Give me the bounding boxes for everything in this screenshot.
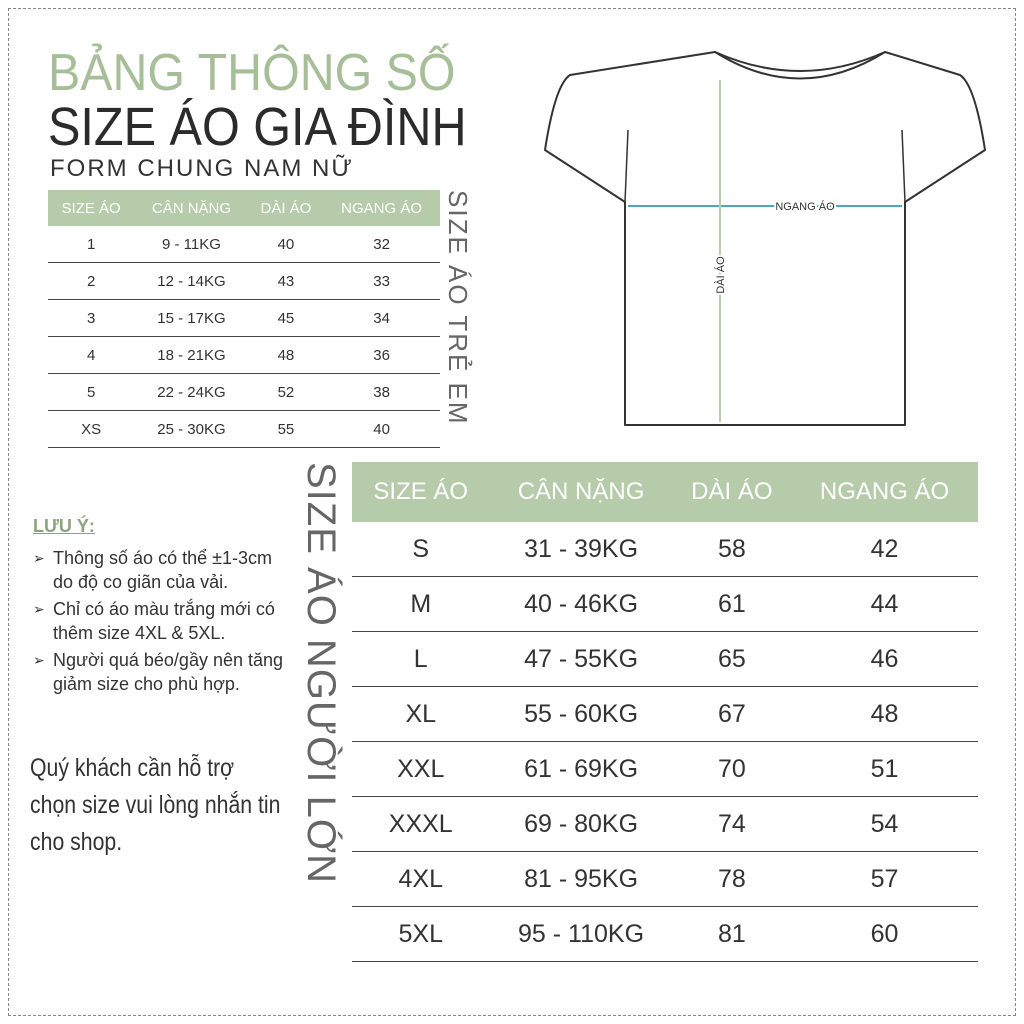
table-row: S 31 - 39KG 58 42 (352, 522, 978, 577)
title-line2: SIZE ÁO GIA ĐÌNH (48, 97, 467, 157)
adult-header-weight: CÂN NẶNG (489, 462, 673, 522)
table-row: 4 18 - 21KG 48 36 (48, 336, 440, 374)
adult-header-length: DÀI ÁO (672, 462, 792, 522)
title-line3: FORM CHUNG NAM NỮ (50, 155, 354, 182)
table-cell: 55 (248, 410, 324, 448)
table-cell: 9 - 11KG (134, 226, 249, 263)
table-cell: 81 - 95KG (489, 851, 673, 907)
table-row: XXXL 69 - 80KG 74 54 (352, 796, 978, 852)
table-row: 5XL 95 - 110KG 81 60 (352, 906, 978, 962)
contact-message: Quý khách cần hỗ trợ chọn size vui lòng … (30, 754, 281, 856)
table-cell: 61 (672, 576, 792, 632)
table-row: 4XL 81 - 95KG 78 57 (352, 851, 978, 907)
kids-header-size: SIZE ÁO (48, 190, 135, 226)
table-cell: 61 - 69KG (489, 741, 673, 797)
table-cell: 40 (248, 226, 324, 263)
table-cell: 47 - 55KG (489, 631, 673, 687)
table-row: XS 25 - 30KG 55 40 (48, 410, 440, 448)
table-row: 2 12 - 14KG 43 33 (48, 262, 440, 300)
adult-header-width: NGANG ÁO (791, 462, 978, 522)
length-label: DÀI ÁO (714, 256, 727, 294)
table-cell: 65 (672, 631, 792, 687)
table-row: 5 22 - 24KG 52 38 (48, 373, 440, 411)
note-item: ➢ Chỉ có áo màu trắng mới có thêm size 4X… (33, 599, 275, 643)
table-cell: 38 (323, 373, 440, 411)
table-cell: XXXL (352, 796, 490, 852)
width-label: NGANG ÁO (775, 200, 835, 213)
table-cell: S (352, 522, 490, 577)
table-cell: 25 - 30KG (134, 410, 249, 448)
table-cell: 36 (323, 336, 440, 374)
table-cell: 22 - 24KG (134, 373, 249, 411)
table-cell: 40 - 46KG (489, 576, 673, 632)
tshirt-outline (544, 51, 986, 426)
table-cell: 69 - 80KG (489, 796, 673, 852)
notes-list: ➢ Thông số áo có thể ±1-3cm do độ co giãn… (33, 546, 288, 699)
note-item: ➢ Thông số áo có thể ±1-3cm do độ co giãn… (33, 548, 272, 592)
table-cell: XS (48, 410, 135, 448)
table-row: 3 15 - 17KG 45 34 (48, 299, 440, 337)
kids-header-width: NGANG ÁO (323, 190, 440, 226)
table-cell: 70 (672, 741, 792, 797)
arrow-bullet-icon: ➢ (33, 652, 45, 668)
adult-side-label: SIZE ÁO NGƯỜI LỚN (299, 462, 343, 885)
table-cell: 42 (791, 522, 978, 577)
table-cell: 4XL (352, 851, 490, 907)
title-line1: BẢNG THÔNG SỐ (48, 44, 456, 102)
table-cell: 51 (791, 741, 978, 797)
page-border (8, 8, 1016, 1016)
table-cell: 34 (323, 299, 440, 337)
table-cell: 60 (791, 906, 978, 962)
table-cell: 3 (48, 299, 135, 337)
table-cell: 5XL (352, 906, 490, 962)
adult-header-size: SIZE ÁO (352, 462, 490, 522)
kids-side-label: SIZE ÁO TRẺ EM (443, 190, 473, 426)
table-cell: XL (352, 686, 490, 742)
table-cell: 4 (48, 336, 135, 374)
table-cell: 74 (672, 796, 792, 852)
notes-title: LƯU Ý: (33, 516, 95, 536)
table-cell: 55 - 60KG (489, 686, 673, 742)
table-row: L 47 - 55KG 65 46 (352, 631, 978, 687)
kids-header-length: DÀI ÁO (248, 190, 324, 226)
arrow-bullet-icon: ➢ (33, 550, 45, 566)
table-row: XXL 61 - 69KG 70 51 (352, 741, 978, 797)
tshirt-diagram: NGANG ÁO DÀI ÁO (544, 51, 986, 426)
table-cell: 2 (48, 262, 135, 300)
table-cell: 40 (323, 410, 440, 448)
table-cell: 12 - 14KG (134, 262, 249, 300)
note-item: ➢ Người quá béo/gầy nên tăng giảm size ch… (33, 650, 284, 694)
table-cell: L (352, 631, 490, 687)
table-cell: 15 - 17KG (134, 299, 249, 337)
table-cell: XXL (352, 741, 490, 797)
table-cell: 81 (672, 906, 792, 962)
adult-size-table: SIZE ÁO CÂN NẶNG DÀI ÁO NGANG ÁO S 31 - 3… (352, 462, 978, 962)
table-row: M 40 - 46KG 61 44 (352, 576, 978, 632)
table-cell: 78 (672, 851, 792, 907)
table-cell: 95 - 110KG (489, 906, 673, 962)
table-cell: 67 (672, 686, 792, 742)
table-cell: 43 (248, 262, 324, 300)
table-cell: 45 (248, 299, 324, 337)
table-cell: 5 (48, 373, 135, 411)
table-row: XL 55 - 60KG 67 48 (352, 686, 978, 742)
table-cell: M (352, 576, 490, 632)
table-cell: 18 - 21KG (134, 336, 249, 374)
table-cell: 48 (248, 336, 324, 374)
arrow-bullet-icon: ➢ (33, 601, 45, 617)
table-cell: 52 (248, 373, 324, 411)
table-cell: 44 (791, 576, 978, 632)
table-cell: 1 (48, 226, 135, 263)
table-cell: 46 (791, 631, 978, 687)
table-cell: 54 (791, 796, 978, 852)
table-cell: 31 - 39KG (489, 522, 673, 577)
table-cell: 57 (791, 851, 978, 907)
table-cell: 48 (791, 686, 978, 742)
table-cell: 32 (323, 226, 440, 263)
table-cell: 58 (672, 522, 792, 577)
kids-header-weight: CÂN NẶNG (134, 190, 249, 226)
table-cell: 33 (323, 262, 440, 300)
